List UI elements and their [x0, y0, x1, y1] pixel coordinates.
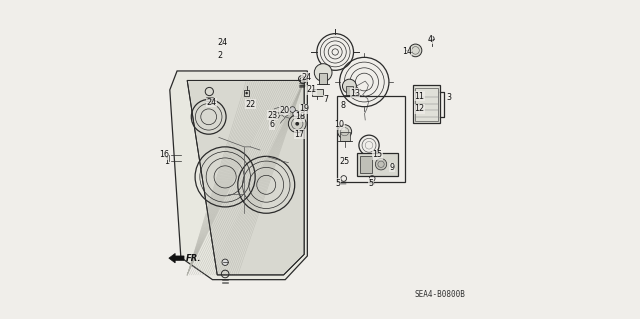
Text: 4: 4 — [428, 35, 433, 44]
Text: 21: 21 — [307, 85, 317, 94]
Text: 17: 17 — [294, 130, 304, 139]
Circle shape — [290, 107, 295, 112]
Text: FR.: FR. — [186, 254, 202, 263]
Circle shape — [342, 79, 356, 93]
Text: 1: 1 — [164, 157, 169, 166]
Circle shape — [429, 36, 434, 41]
Text: 16: 16 — [159, 150, 169, 159]
Polygon shape — [170, 71, 307, 280]
Text: 7: 7 — [323, 95, 328, 104]
Text: 11: 11 — [414, 92, 424, 101]
Text: 20: 20 — [280, 106, 290, 115]
Text: 12: 12 — [414, 104, 424, 113]
Polygon shape — [169, 253, 184, 263]
Text: 14: 14 — [402, 48, 412, 56]
Text: 23: 23 — [268, 111, 278, 120]
Text: 24: 24 — [301, 73, 311, 82]
Bar — [346, 86, 353, 95]
Polygon shape — [187, 80, 304, 275]
Bar — [312, 89, 323, 96]
Circle shape — [293, 110, 299, 117]
Text: 19: 19 — [300, 104, 310, 113]
Text: SEA4-B0800B: SEA4-B0800B — [415, 290, 465, 299]
Text: 24: 24 — [206, 98, 216, 107]
Text: 18: 18 — [294, 112, 305, 121]
Text: 8: 8 — [340, 101, 346, 110]
Bar — [340, 132, 349, 141]
Circle shape — [289, 115, 306, 133]
Text: 13: 13 — [350, 89, 360, 98]
Bar — [319, 72, 327, 84]
Text: 6: 6 — [269, 120, 275, 129]
Circle shape — [375, 159, 387, 170]
Text: 5: 5 — [368, 179, 373, 188]
Circle shape — [409, 44, 422, 57]
Circle shape — [338, 125, 351, 139]
Bar — [413, 85, 440, 123]
Text: 22: 22 — [246, 100, 256, 109]
Bar — [244, 90, 250, 96]
Bar — [337, 96, 405, 182]
Text: 15: 15 — [372, 150, 382, 159]
Text: 9: 9 — [390, 163, 395, 172]
Bar — [357, 152, 398, 176]
Text: 5: 5 — [335, 179, 340, 188]
Text: 3: 3 — [447, 93, 451, 102]
Bar — [415, 88, 438, 121]
Text: 2: 2 — [217, 51, 222, 60]
Circle shape — [314, 64, 332, 81]
Text: 24: 24 — [217, 38, 227, 47]
Circle shape — [222, 259, 228, 265]
Circle shape — [245, 92, 248, 94]
Bar — [360, 156, 372, 173]
Circle shape — [295, 122, 299, 126]
Text: 25: 25 — [339, 157, 349, 166]
Text: 10: 10 — [334, 120, 344, 129]
